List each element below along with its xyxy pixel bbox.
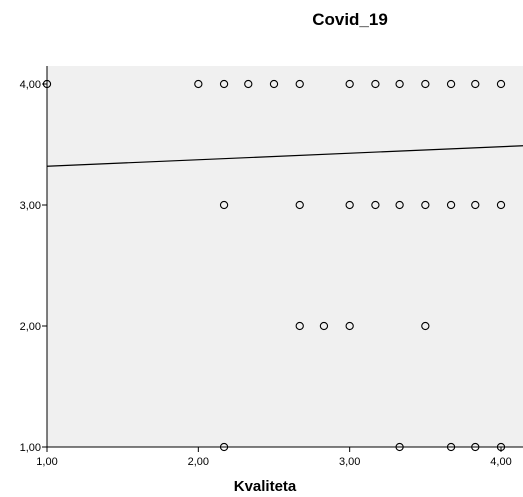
data-point (244, 79, 253, 89)
data-point (269, 79, 279, 89)
data-point (496, 79, 506, 89)
data-point (345, 200, 354, 210)
data-point (446, 442, 456, 452)
data-point (219, 79, 229, 89)
fit-line (47, 145, 523, 167)
data-point (371, 79, 380, 89)
data-point (371, 200, 380, 210)
data-point (395, 200, 404, 210)
y-tick-label: 2,00 (20, 321, 41, 333)
data-point (496, 200, 506, 210)
data-point (446, 200, 456, 210)
data-point (295, 200, 304, 210)
data-point (421, 200, 430, 210)
x-axis-label: Kvaliteta (233, 478, 297, 495)
y-tick-label: 4,00 (20, 79, 41, 91)
data-point (319, 321, 329, 331)
data-point (496, 442, 506, 452)
data-point (219, 200, 229, 210)
data-point (395, 79, 404, 89)
data-point (471, 200, 480, 210)
data-point (295, 79, 304, 89)
data-point (471, 79, 480, 89)
data-point (42, 79, 52, 89)
data-point (395, 442, 404, 452)
x-tick-label: 3,00 (339, 456, 360, 468)
data-point (446, 79, 456, 89)
data-point (421, 321, 430, 331)
x-tick-label: 4,00 (490, 456, 511, 468)
plot-area (47, 66, 523, 447)
x-tick-label: 2,00 (188, 456, 209, 468)
data-point (345, 79, 354, 89)
data-point (471, 442, 480, 452)
x-tick-label: 1,00 (36, 456, 57, 468)
chart-title: Covid_19 (312, 10, 388, 29)
data-point (421, 79, 430, 89)
y-tick-label: 1,00 (20, 442, 41, 454)
data-point (194, 79, 203, 89)
y-tick-label: 3,00 (20, 200, 41, 212)
data-point (295, 321, 304, 331)
data-point (219, 442, 229, 452)
data-point (345, 321, 354, 331)
